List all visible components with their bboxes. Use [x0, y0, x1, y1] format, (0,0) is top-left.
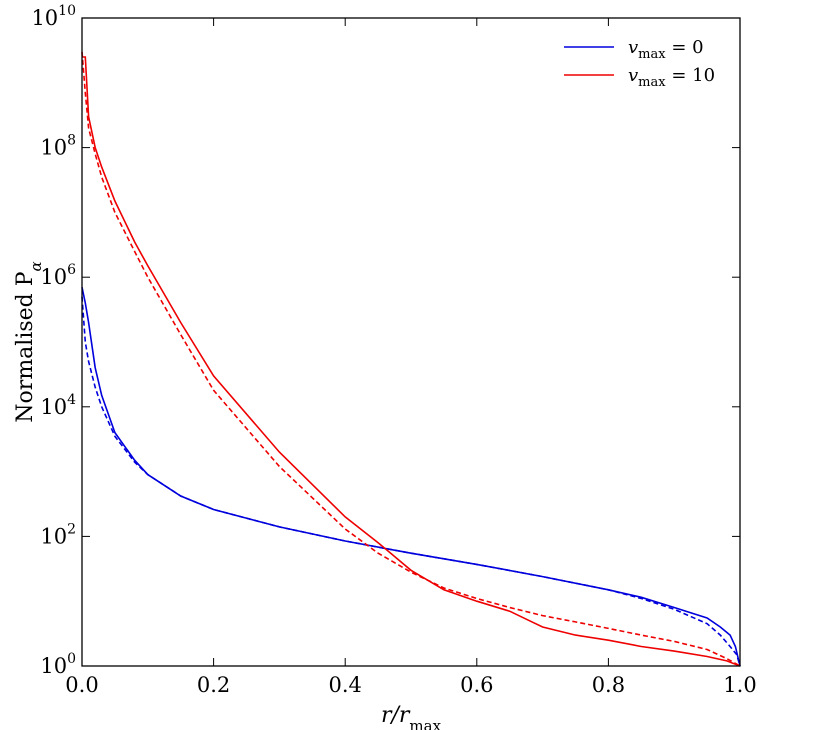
y-tick-base: 10 [40, 395, 67, 419]
y-tick-exponent: 8 [67, 133, 76, 149]
y-tick-base: 10 [31, 6, 58, 30]
x-axis-label: r/rmax [381, 703, 442, 730]
y-tick-base: 10 [40, 654, 67, 678]
plot-frame [81, 17, 741, 667]
x-tick-label: 0.6 [460, 673, 493, 697]
tick-marks [81, 17, 741, 667]
y-tick-label: 108 [40, 133, 76, 160]
x-tick-label: 0.2 [197, 673, 230, 697]
y-tick-exponent: 10 [58, 3, 76, 19]
y-tick-label: 1010 [31, 3, 76, 30]
legend: vmax = 0 vmax = 10 [564, 37, 715, 90]
x-tick-label: 0.0 [65, 673, 98, 697]
series-line-3-dashed [81, 51, 741, 667]
y-tick-exponent: 6 [67, 262, 76, 278]
y-tick-base: 10 [40, 265, 67, 289]
y-axis-label: Normalised Pα [13, 261, 45, 422]
series-line-1-dashed [81, 296, 741, 667]
legend-entry-1: vmax = 10 [628, 65, 715, 90]
series-line-2 [82, 56, 741, 667]
x-tick-label: 0.4 [328, 673, 361, 697]
chart-marks [81, 51, 741, 667]
y-tick-exponent: 4 [67, 392, 76, 408]
series-line-0 [81, 287, 741, 667]
y-tick-exponent: 2 [67, 521, 76, 537]
y-tick-label: 102 [40, 521, 76, 548]
y-tick-label: 104 [40, 392, 76, 419]
y-tick-base: 10 [40, 136, 67, 160]
y-tick-exponent: 0 [67, 651, 76, 667]
x-tick-label: 1.0 [723, 673, 756, 697]
legend-entry-0: vmax = 0 [628, 37, 704, 62]
y-tick-label: 106 [40, 262, 76, 289]
x-tick-label: 0.8 [592, 673, 625, 697]
y-tick-base: 10 [40, 524, 67, 548]
y-tick-label: 100 [40, 651, 76, 678]
